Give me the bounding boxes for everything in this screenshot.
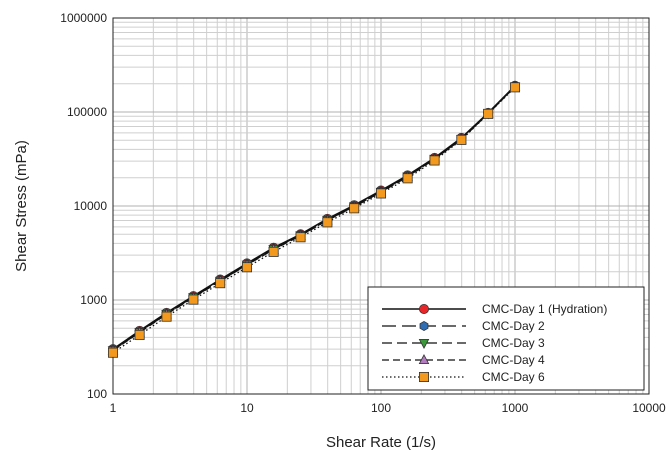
plot-frame: [112, 17, 650, 395]
series-cmc-day-6: [108, 82, 520, 358]
legend-box: [367, 286, 645, 391]
legend: CMC-Day 1 (Hydration) CMC-Day 2 CMC-Day 3 C…: [367, 286, 645, 391]
x-tick-label: 100: [371, 401, 391, 415]
data-point: [188, 294, 199, 305]
data-point: [241, 262, 252, 273]
data-point: [509, 82, 520, 93]
y-tick-label: 1000: [80, 293, 107, 307]
x-tick-label: 10000: [632, 401, 666, 415]
legend-label: CMC-Day 4: [482, 353, 545, 367]
x-axis-title: Shear Rate (1/s): [326, 434, 436, 451]
series-line: [112, 86, 516, 354]
data-point: [268, 246, 279, 257]
data-point: [402, 173, 413, 184]
data-point: [483, 108, 494, 119]
legend-marker: [418, 303, 429, 314]
data-point: [161, 311, 172, 322]
series-group: [107, 80, 521, 358]
x-tick-label: 10: [240, 401, 254, 415]
tick-labels: 1 10 100 1000 10000 100 1000 10000 100000 1000000: [60, 11, 666, 415]
data-point: [322, 217, 333, 228]
legend-marker: [419, 320, 429, 332]
x-tick-label: 1000: [502, 401, 529, 415]
data-point: [295, 232, 306, 243]
data-point: [134, 329, 145, 340]
data-point: [456, 134, 467, 145]
series-line: [112, 86, 516, 352]
y-tick-label: 100000: [67, 105, 107, 119]
legend-label: CMC-Day 1 (Hydration): [482, 302, 607, 316]
legend-label: CMC-Day 6: [482, 370, 545, 384]
data-point: [375, 188, 386, 199]
data-point: [215, 278, 226, 289]
legend-marker: [418, 338, 430, 349]
legend-marker: [418, 371, 429, 382]
y-axis-title: Shear Stress (mPa): [13, 140, 30, 272]
legend-label: CMC-Day 3: [482, 336, 545, 350]
data-point: [429, 155, 440, 166]
data-point: [349, 203, 360, 214]
y-tick-label: 1000000: [60, 11, 107, 25]
data-point: [108, 347, 119, 358]
y-tick-label: 100: [87, 387, 107, 401]
x-tick-label: 1: [110, 401, 117, 415]
legend-marker: [418, 354, 430, 365]
legend-label: CMC-Day 2: [482, 319, 545, 333]
y-tick-label: 10000: [74, 199, 108, 213]
